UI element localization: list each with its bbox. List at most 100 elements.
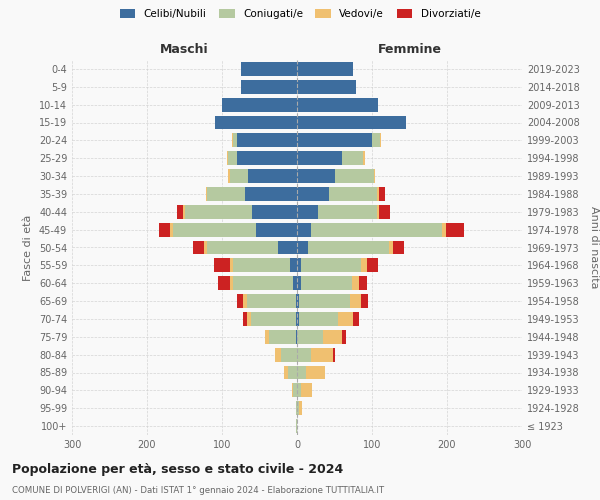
Bar <box>373 169 375 183</box>
Bar <box>205 187 207 201</box>
Bar <box>292 384 293 398</box>
Bar <box>281 348 297 362</box>
Bar <box>247 312 251 326</box>
Bar <box>229 169 248 183</box>
Bar <box>297 116 406 130</box>
Bar <box>233 276 293 290</box>
Bar <box>297 62 353 76</box>
Bar <box>173 222 256 236</box>
Bar <box>377 205 379 219</box>
Bar <box>297 187 329 201</box>
Bar <box>248 169 297 183</box>
Bar <box>329 187 377 201</box>
Bar <box>207 187 245 201</box>
Bar <box>245 187 297 201</box>
Text: Femmine: Femmine <box>377 44 442 57</box>
Bar <box>297 366 306 380</box>
Bar <box>243 312 247 326</box>
Bar <box>299 401 302 415</box>
Bar <box>377 187 379 201</box>
Legend: Celibi/Nubili, Coniugati/e, Vedovi/e, Divorziati/e: Celibi/Nubili, Coniugati/e, Vedovi/e, Di… <box>115 5 485 24</box>
Bar <box>349 294 361 308</box>
Bar <box>297 384 301 398</box>
Bar <box>293 276 297 290</box>
Bar <box>297 312 299 326</box>
Bar <box>445 222 464 236</box>
Bar <box>297 80 355 94</box>
Y-axis label: Fasce di età: Fasce di età <box>23 214 33 280</box>
Bar <box>293 384 297 398</box>
Bar <box>353 312 359 326</box>
Bar <box>214 258 230 272</box>
Bar <box>372 134 380 147</box>
Bar <box>237 294 243 308</box>
Bar <box>265 330 269 344</box>
Bar <box>252 205 297 219</box>
Bar <box>352 276 359 290</box>
Bar <box>363 151 365 165</box>
Text: Popolazione per età, sesso e stato civile - 2024: Popolazione per età, sesso e stato civil… <box>12 462 343 475</box>
Bar <box>241 62 297 76</box>
Bar <box>306 366 325 380</box>
Bar <box>299 294 349 308</box>
Bar <box>389 240 393 254</box>
Bar <box>301 276 352 290</box>
Bar <box>193 240 204 254</box>
Bar <box>311 348 333 362</box>
Bar <box>288 366 297 380</box>
Bar <box>170 222 173 236</box>
Bar <box>243 294 247 308</box>
Bar <box>337 312 353 326</box>
Bar <box>297 276 301 290</box>
Bar <box>308 240 389 254</box>
Bar <box>227 151 228 165</box>
Bar <box>177 205 183 219</box>
Bar <box>297 134 372 147</box>
Bar <box>241 80 297 94</box>
Bar <box>269 330 296 344</box>
Bar <box>207 240 278 254</box>
Bar <box>342 151 363 165</box>
Bar <box>299 312 337 326</box>
Bar <box>335 169 373 183</box>
Bar <box>296 401 297 415</box>
Bar <box>297 258 301 272</box>
Bar <box>215 116 297 130</box>
Bar <box>183 205 185 219</box>
Bar <box>379 187 385 201</box>
Text: Maschi: Maschi <box>160 44 209 57</box>
Bar <box>284 366 288 380</box>
Bar <box>297 330 323 344</box>
Bar <box>278 240 297 254</box>
Bar <box>359 276 367 290</box>
Bar <box>218 276 229 290</box>
Bar <box>275 348 281 362</box>
Bar <box>379 205 390 219</box>
Bar <box>318 205 377 219</box>
Bar <box>323 330 342 344</box>
Bar <box>367 258 378 272</box>
Bar <box>237 134 297 147</box>
Bar <box>296 312 297 326</box>
Bar <box>333 348 335 362</box>
Bar <box>393 240 404 254</box>
Bar <box>301 384 312 398</box>
Bar <box>297 294 299 308</box>
Bar <box>297 401 299 415</box>
Bar <box>380 134 381 147</box>
Text: COMUNE DI POLVERIGI (AN) - Dati ISTAT 1° gennaio 2024 - Elaborazione TUTTITALIA.: COMUNE DI POLVERIGI (AN) - Dati ISTAT 1°… <box>12 486 384 495</box>
Y-axis label: Anni di nascita: Anni di nascita <box>589 206 599 289</box>
Bar <box>361 258 367 272</box>
Bar <box>247 294 296 308</box>
Bar <box>297 151 342 165</box>
Bar <box>237 151 297 165</box>
Bar <box>311 222 442 236</box>
Bar <box>297 205 318 219</box>
Bar <box>233 134 237 147</box>
Bar <box>159 222 170 236</box>
Bar <box>301 258 361 272</box>
Bar <box>290 258 297 272</box>
Bar <box>442 222 445 236</box>
Bar <box>232 134 233 147</box>
Bar <box>228 151 237 165</box>
